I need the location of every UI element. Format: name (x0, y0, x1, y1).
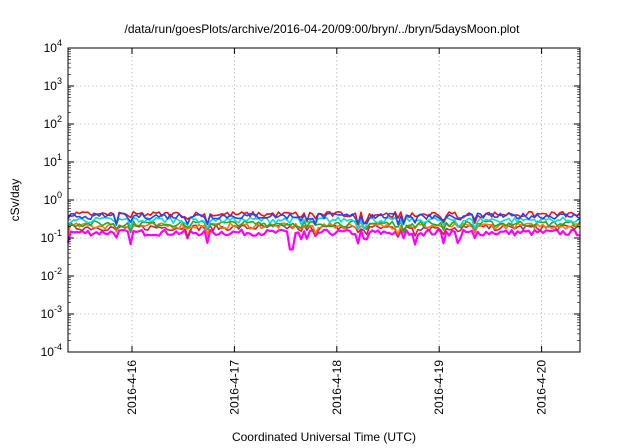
y-tick-label: 101 (44, 152, 62, 169)
series-line (67, 210, 581, 226)
x-tick-label: 2016-4-19 (432, 360, 446, 415)
y-tick-label: 10-1 (41, 228, 62, 245)
x-tick-label: 2016-4-17 (227, 360, 241, 415)
series-layer (66, 210, 581, 251)
y-axis-label: cSv/day (8, 179, 22, 222)
x-axis-label: Coordinated Universal Time (UTC) (232, 430, 416, 444)
x-tick-label: 2016-4-20 (535, 360, 549, 415)
series-line (67, 222, 581, 236)
y-tick-label: 10-3 (41, 304, 62, 321)
y-tick-label: 100 (44, 190, 62, 207)
grid (68, 48, 580, 352)
series-line (66, 228, 581, 251)
y-tick-label: 103 (44, 76, 62, 93)
y-tick-label: 104 (44, 38, 62, 55)
y-axis: 10-4 10-3 10-2 10-1 100 101 102 103 104 (41, 38, 580, 359)
x-axis: 2016-4-16 2016-4-17 2016-4-18 2016-4-19 2016… (125, 48, 549, 415)
x-tick-label: 2016-4-16 (125, 360, 139, 415)
y-tick-label: 10-2 (41, 266, 62, 283)
y-tick-label: 102 (44, 114, 62, 131)
series-line (67, 212, 581, 226)
chart-title: /data/run/goesPlots/archive/2016-04-20/0… (125, 22, 521, 36)
x-tick-label: 2016-4-18 (330, 360, 344, 415)
y-tick-label: 10-4 (41, 342, 62, 359)
